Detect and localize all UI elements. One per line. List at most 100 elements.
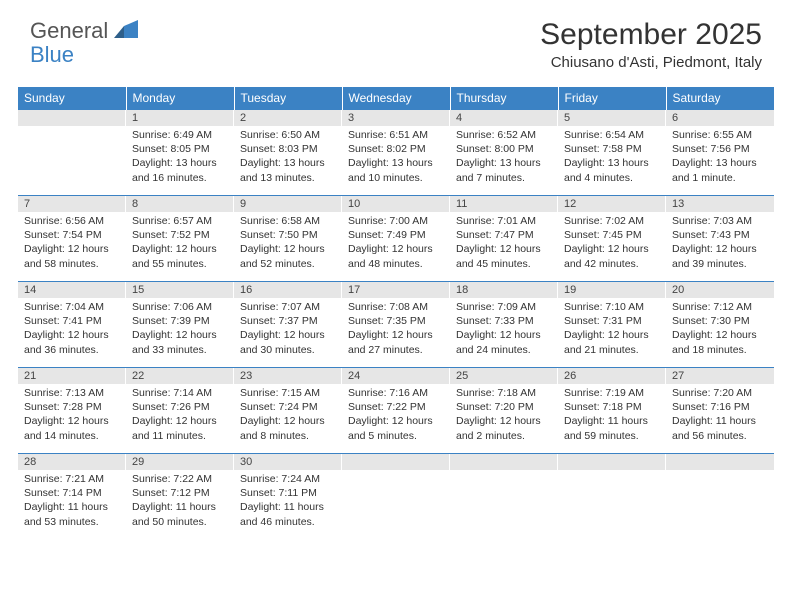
day-number bbox=[450, 454, 558, 470]
sunset-text: Sunset: 7:35 PM bbox=[348, 314, 444, 328]
daylight-text: Daylight: 12 hours and 55 minutes. bbox=[132, 242, 228, 270]
day-number: 26 bbox=[558, 368, 666, 384]
day-details: Sunrise: 7:13 AMSunset: 7:28 PMDaylight:… bbox=[18, 384, 126, 447]
calendar-day-cell bbox=[666, 454, 774, 540]
sunset-text: Sunset: 7:18 PM bbox=[564, 400, 660, 414]
day-number: 17 bbox=[342, 282, 450, 298]
sunrise-text: Sunrise: 7:09 AM bbox=[456, 300, 552, 314]
sunrise-text: Sunrise: 7:14 AM bbox=[132, 386, 228, 400]
logo-text-general: General bbox=[30, 18, 108, 44]
day-number: 24 bbox=[342, 368, 450, 384]
sunset-text: Sunset: 7:54 PM bbox=[24, 228, 120, 242]
calendar-day-cell bbox=[18, 110, 126, 196]
daylight-text: Daylight: 12 hours and 5 minutes. bbox=[348, 414, 444, 442]
sunset-text: Sunset: 7:41 PM bbox=[24, 314, 120, 328]
sunrise-text: Sunrise: 7:00 AM bbox=[348, 214, 444, 228]
weekday-heading: Monday bbox=[126, 87, 234, 110]
sunset-text: Sunset: 7:31 PM bbox=[564, 314, 660, 328]
calendar-day-cell: 8Sunrise: 6:57 AMSunset: 7:52 PMDaylight… bbox=[126, 196, 234, 282]
sunrise-text: Sunrise: 6:49 AM bbox=[132, 128, 228, 142]
day-number: 2 bbox=[234, 110, 342, 126]
sunrise-text: Sunrise: 7:21 AM bbox=[24, 472, 120, 486]
day-number: 4 bbox=[450, 110, 558, 126]
day-number: 7 bbox=[18, 196, 126, 212]
day-details: Sunrise: 6:58 AMSunset: 7:50 PMDaylight:… bbox=[234, 212, 342, 275]
calendar-day-cell: 30Sunrise: 7:24 AMSunset: 7:11 PMDayligh… bbox=[234, 454, 342, 540]
daylight-text: Daylight: 12 hours and 8 minutes. bbox=[240, 414, 336, 442]
calendar-day-cell: 26 Sunrise: 7:19 AMSunset: 7:18 PMDayligh… bbox=[558, 368, 666, 454]
day-number: 20 bbox=[666, 282, 774, 298]
calendar-day-cell: 4Sunrise: 6:52 AMSunset: 8:00 PMDaylight… bbox=[450, 110, 558, 196]
sunrise-text: Sunrise: 6:56 AM bbox=[24, 214, 120, 228]
day-details: Sunrise: 6:54 AMSunset: 7:58 PMDaylight:… bbox=[558, 126, 666, 189]
sunrise-text: Sunrise: 7:12 AM bbox=[672, 300, 768, 314]
calendar-day-cell: 16Sunrise: 7:07 AMSunset: 7:37 PMDayligh… bbox=[234, 282, 342, 368]
sunset-text: Sunset: 7:26 PM bbox=[132, 400, 228, 414]
day-details: Sunrise: 7:15 AMSunset: 7:24 PMDaylight:… bbox=[234, 384, 342, 447]
sunrise-text: Sunrise: 7:02 AM bbox=[564, 214, 660, 228]
daylight-text: Daylight: 13 hours and 1 minute. bbox=[672, 156, 768, 184]
daylight-text: Daylight: 12 hours and 2 minutes. bbox=[456, 414, 552, 442]
sunset-text: Sunset: 7:12 PM bbox=[132, 486, 228, 500]
weekday-heading: Thursday bbox=[450, 87, 558, 110]
day-details: Sunrise: 7:24 AMSunset: 7:11 PMDaylight:… bbox=[234, 470, 342, 533]
day-details: Sunrise: 7:04 AMSunset: 7:41 PMDaylight:… bbox=[18, 298, 126, 361]
sunrise-text: Sunrise: 7:18 AM bbox=[456, 386, 552, 400]
calendar-day-cell bbox=[558, 454, 666, 540]
sunrise-text: Sunrise: 7:22 AM bbox=[132, 472, 228, 486]
sunrise-text: Sunrise: 7:07 AM bbox=[240, 300, 336, 314]
sunrise-text: Sunrise: 7:19 AM bbox=[564, 386, 660, 400]
daylight-text: Daylight: 11 hours and 59 minutes. bbox=[564, 414, 660, 442]
day-number: 18 bbox=[450, 282, 558, 298]
day-number bbox=[558, 454, 666, 470]
daylight-text: Daylight: 11 hours and 56 minutes. bbox=[672, 414, 768, 442]
sunset-text: Sunset: 7:16 PM bbox=[672, 400, 768, 414]
day-details: Sunrise: 6:52 AMSunset: 8:00 PMDaylight:… bbox=[450, 126, 558, 189]
sunrise-text: Sunrise: 6:51 AM bbox=[348, 128, 444, 142]
day-details: Sunrise: 6:57 AMSunset: 7:52 PMDaylight:… bbox=[126, 212, 234, 275]
daylight-text: Daylight: 12 hours and 27 minutes. bbox=[348, 328, 444, 356]
daylight-text: Daylight: 12 hours and 30 minutes. bbox=[240, 328, 336, 356]
sunset-text: Sunset: 7:33 PM bbox=[456, 314, 552, 328]
calendar-week-row: 28Sunrise: 7:21 AMSunset: 7:14 PMDayligh… bbox=[18, 454, 774, 540]
sunset-text: Sunset: 7:30 PM bbox=[672, 314, 768, 328]
daylight-text: Daylight: 13 hours and 13 minutes. bbox=[240, 156, 336, 184]
sunrise-text: Sunrise: 7:10 AM bbox=[564, 300, 660, 314]
calendar-day-cell: 12Sunrise: 7:02 AMSunset: 7:45 PMDayligh… bbox=[558, 196, 666, 282]
title-block: September 2025 Chiusano d'Asti, Piedmont… bbox=[540, 18, 762, 71]
weekday-heading: Sunday bbox=[18, 87, 126, 110]
sunset-text: Sunset: 8:03 PM bbox=[240, 142, 336, 156]
calendar-day-cell: 24Sunrise: 7:16 AMSunset: 7:22 PMDayligh… bbox=[342, 368, 450, 454]
calendar-week-row: 14Sunrise: 7:04 AMSunset: 7:41 PMDayligh… bbox=[18, 282, 774, 368]
sunrise-text: Sunrise: 6:54 AM bbox=[564, 128, 660, 142]
day-number: 15 bbox=[126, 282, 234, 298]
sunrise-text: Sunrise: 7:04 AM bbox=[24, 300, 120, 314]
day-details: Sunrise: 7:02 AMSunset: 7:45 PMDaylight:… bbox=[558, 212, 666, 275]
daylight-text: Daylight: 12 hours and 45 minutes. bbox=[456, 242, 552, 270]
sunset-text: Sunset: 7:24 PM bbox=[240, 400, 336, 414]
daylight-text: Daylight: 12 hours and 11 minutes. bbox=[132, 414, 228, 442]
sunrise-text: Sunrise: 7:08 AM bbox=[348, 300, 444, 314]
daylight-text: Daylight: 13 hours and 10 minutes. bbox=[348, 156, 444, 184]
weekday-heading: Saturday bbox=[666, 87, 774, 110]
calendar-day-cell: 21Sunrise: 7:13 AMSunset: 7:28 PMDayligh… bbox=[18, 368, 126, 454]
daylight-text: Daylight: 11 hours and 50 minutes. bbox=[132, 500, 228, 528]
sunrise-text: Sunrise: 7:24 AM bbox=[240, 472, 336, 486]
sunset-text: Sunset: 7:50 PM bbox=[240, 228, 336, 242]
calendar-week-row: 1Sunrise: 6:49 AMSunset: 8:05 PMDaylight… bbox=[18, 110, 774, 196]
day-details: Sunrise: 7:21 AMSunset: 7:14 PMDaylight:… bbox=[18, 470, 126, 533]
sunset-text: Sunset: 7:39 PM bbox=[132, 314, 228, 328]
day-details: Sunrise: 7:12 AMSunset: 7:30 PMDaylight:… bbox=[666, 298, 774, 361]
day-number bbox=[18, 110, 126, 126]
day-details: Sunrise: 6:56 AMSunset: 7:54 PMDaylight:… bbox=[18, 212, 126, 275]
day-details: Sunrise: 7:01 AMSunset: 7:47 PMDaylight:… bbox=[450, 212, 558, 275]
sunset-text: Sunset: 7:49 PM bbox=[348, 228, 444, 242]
daylight-text: Daylight: 12 hours and 58 minutes. bbox=[24, 242, 120, 270]
day-number: 22 bbox=[126, 368, 234, 384]
day-details: Sunrise: 7:07 AMSunset: 7:37 PMDaylight:… bbox=[234, 298, 342, 361]
sunset-text: Sunset: 7:58 PM bbox=[564, 142, 660, 156]
calendar-day-cell: 1Sunrise: 6:49 AMSunset: 8:05 PMDaylight… bbox=[126, 110, 234, 196]
calendar-day-cell: 19Sunrise: 7:10 AMSunset: 7:31 PMDayligh… bbox=[558, 282, 666, 368]
day-details: Sunrise: 7:10 AMSunset: 7:31 PMDaylight:… bbox=[558, 298, 666, 361]
day-details: Sunrise: 7:20 AMSunset: 7:16 PMDaylight:… bbox=[666, 384, 774, 447]
